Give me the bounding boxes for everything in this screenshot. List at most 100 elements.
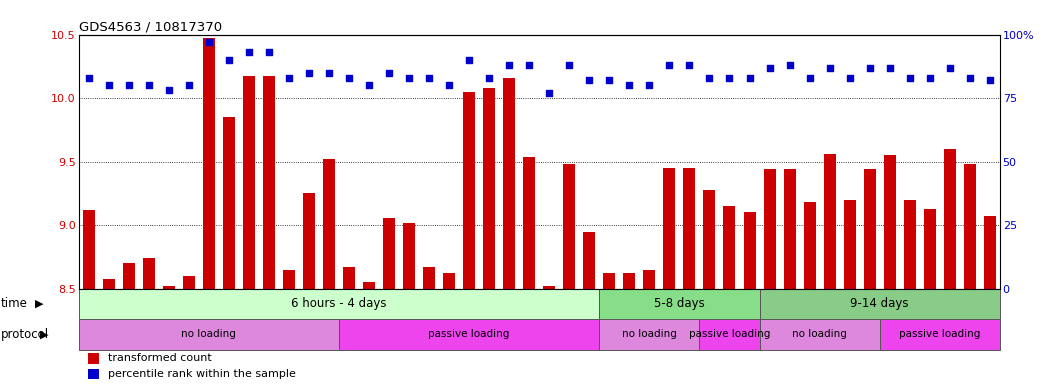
Point [581, 77, 598, 83]
Bar [763, 169, 776, 289]
Bar [483, 88, 495, 289]
Bar [383, 217, 395, 289]
Bar [599, 319, 699, 350]
Bar [759, 289, 1000, 319]
Bar [203, 38, 215, 289]
Point [320, 70, 337, 76]
Text: protocol: protocol [1, 328, 49, 341]
Bar [182, 276, 195, 289]
Point [882, 65, 898, 71]
Bar [884, 155, 896, 289]
Point [281, 74, 297, 81]
Point [842, 74, 859, 81]
Bar [759, 319, 879, 350]
Text: ▶: ▶ [40, 329, 48, 339]
Bar [664, 168, 675, 289]
Point [140, 82, 157, 88]
Bar [603, 273, 616, 289]
Bar [303, 194, 315, 289]
Point [601, 77, 618, 83]
Point [681, 62, 697, 68]
Bar [423, 267, 436, 289]
Point [801, 74, 818, 81]
Point [340, 74, 357, 81]
Bar [504, 78, 515, 289]
Bar [824, 154, 836, 289]
Bar [223, 117, 235, 289]
Point [961, 74, 978, 81]
Bar [543, 286, 555, 289]
Bar [643, 270, 655, 289]
Text: passive loading: passive loading [689, 329, 771, 339]
Point [901, 74, 918, 81]
Bar [283, 270, 295, 289]
Bar [88, 369, 98, 379]
Point [721, 74, 738, 81]
Point [921, 74, 938, 81]
Bar [403, 223, 415, 289]
Bar [743, 212, 756, 289]
Bar [88, 353, 98, 364]
Point [241, 49, 258, 55]
Point [821, 65, 838, 71]
Text: time: time [1, 298, 28, 310]
Bar [699, 319, 759, 350]
Bar [864, 169, 875, 289]
Point [701, 74, 718, 81]
Bar [443, 273, 455, 289]
Bar [162, 286, 175, 289]
Text: no loading: no loading [622, 329, 676, 339]
Point [120, 82, 137, 88]
Point [981, 77, 998, 83]
Point [81, 74, 97, 81]
Text: GDS4563 / 10817370: GDS4563 / 10817370 [79, 20, 222, 33]
Point [661, 62, 677, 68]
Point [180, 82, 197, 88]
Bar [943, 149, 956, 289]
Bar [623, 273, 636, 289]
Point [200, 39, 217, 45]
Bar [79, 289, 599, 319]
Text: percentile rank within the sample: percentile rank within the sample [108, 369, 296, 379]
Point [761, 65, 778, 71]
Point [220, 57, 237, 63]
Bar [463, 92, 475, 289]
Bar [964, 164, 976, 289]
Point [741, 74, 758, 81]
Text: no loading: no loading [793, 329, 847, 339]
Bar [704, 190, 715, 289]
Text: passive loading: passive loading [899, 329, 980, 339]
Bar [599, 289, 759, 319]
Text: 6 hours - 4 days: 6 hours - 4 days [291, 298, 386, 310]
Bar [263, 76, 274, 289]
Point [862, 65, 878, 71]
Bar [879, 319, 1000, 350]
Point [561, 62, 578, 68]
Point [160, 88, 177, 94]
Bar [923, 209, 936, 289]
Text: passive loading: passive loading [428, 329, 510, 339]
Bar [103, 278, 114, 289]
Bar [322, 159, 335, 289]
Bar [83, 210, 94, 289]
Bar [79, 319, 339, 350]
Text: 5-8 days: 5-8 days [654, 298, 705, 310]
Point [481, 74, 497, 81]
Point [941, 65, 958, 71]
Point [641, 82, 658, 88]
Bar [904, 200, 916, 289]
Bar [563, 164, 575, 289]
Bar [363, 282, 375, 289]
Point [401, 74, 418, 81]
Bar [984, 216, 996, 289]
Point [520, 62, 537, 68]
Text: no loading: no loading [181, 329, 237, 339]
Point [300, 70, 317, 76]
Text: transformed count: transformed count [108, 353, 211, 363]
Bar [524, 157, 535, 289]
Bar [122, 263, 135, 289]
Bar [723, 206, 735, 289]
Bar [684, 168, 695, 289]
Bar [243, 76, 254, 289]
Bar [339, 319, 599, 350]
